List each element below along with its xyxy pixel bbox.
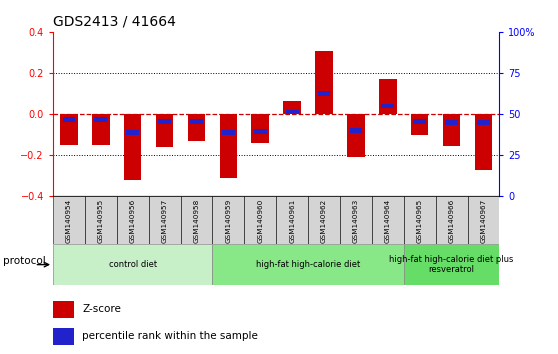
Text: GSM140959: GSM140959 [225, 199, 232, 243]
Text: GSM140963: GSM140963 [353, 199, 359, 243]
Bar [252, 114, 269, 143]
Bar [286, 110, 299, 114]
Text: high-fat high-calorie diet: high-fat high-calorie diet [256, 260, 360, 269]
Bar [411, 114, 429, 135]
Bar [62, 117, 75, 121]
Bar [117, 196, 148, 244]
Bar [404, 196, 436, 244]
Text: GSM140961: GSM140961 [289, 199, 295, 243]
Bar [347, 114, 365, 158]
Bar [53, 244, 213, 285]
Bar [222, 130, 235, 135]
Bar [254, 130, 267, 134]
Text: control diet: control diet [109, 260, 157, 269]
Text: GSM140955: GSM140955 [98, 199, 104, 243]
Bar [276, 196, 308, 244]
Bar [404, 244, 499, 285]
Text: high-fat high-calorie diet plus
resveratrol: high-fat high-calorie diet plus resverat… [389, 255, 514, 274]
Bar [181, 196, 213, 244]
Bar [445, 120, 458, 125]
Bar [126, 130, 139, 135]
Bar [436, 196, 468, 244]
Bar [349, 129, 362, 133]
Text: GSM140957: GSM140957 [162, 199, 167, 243]
Text: GSM140965: GSM140965 [417, 199, 423, 243]
Bar [148, 196, 181, 244]
Bar [468, 196, 499, 244]
Bar [413, 119, 426, 124]
Bar [443, 114, 460, 146]
Bar [308, 196, 340, 244]
Text: protocol: protocol [3, 256, 46, 266]
Bar [315, 51, 333, 114]
Text: Z-score: Z-score [82, 304, 121, 314]
Bar [213, 244, 404, 285]
Text: GSM140962: GSM140962 [321, 199, 327, 243]
Text: GSM140967: GSM140967 [480, 199, 487, 243]
Bar [92, 114, 109, 145]
Text: percentile rank within the sample: percentile rank within the sample [82, 331, 258, 341]
Text: GSM140954: GSM140954 [66, 199, 72, 243]
Bar [156, 114, 174, 147]
Bar [124, 114, 142, 180]
Bar [477, 120, 490, 125]
Text: GSM140966: GSM140966 [449, 199, 455, 243]
Bar [53, 328, 74, 345]
Bar [213, 196, 244, 244]
Bar [372, 196, 404, 244]
Bar [283, 101, 301, 114]
Bar [158, 119, 171, 124]
Text: GDS2413 / 41664: GDS2413 / 41664 [53, 14, 176, 28]
Bar [53, 196, 85, 244]
Bar [85, 196, 117, 244]
Bar [187, 114, 205, 141]
Text: GSM140960: GSM140960 [257, 199, 263, 243]
Bar [340, 196, 372, 244]
Text: GSM140964: GSM140964 [385, 199, 391, 243]
Bar [94, 117, 107, 121]
Text: GSM140956: GSM140956 [129, 199, 136, 243]
Bar [190, 119, 203, 124]
Text: GSM140958: GSM140958 [194, 199, 200, 243]
Bar [53, 301, 74, 318]
Bar [475, 114, 492, 170]
Bar [379, 79, 397, 114]
Bar [220, 114, 237, 178]
Bar [382, 104, 394, 108]
Bar [244, 196, 276, 244]
Bar [318, 91, 330, 96]
Bar [60, 114, 78, 145]
